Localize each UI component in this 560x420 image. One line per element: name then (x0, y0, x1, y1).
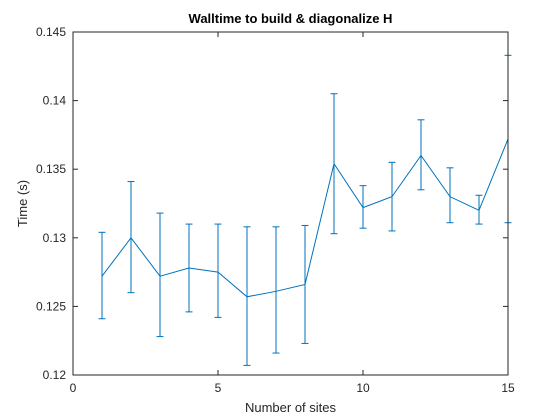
y-axis-label: Time (s) (15, 180, 30, 227)
y-tick-label: 0.13 (43, 231, 67, 245)
y-tick-label: 0.145 (36, 25, 66, 39)
chart-title: Walltime to build & diagonalize H (189, 11, 393, 26)
y-tick-label: 0.12 (43, 368, 67, 382)
error-bar (243, 226, 251, 366)
error-bar (156, 212, 164, 338)
error-bar (272, 226, 280, 354)
series-line (101, 138, 509, 298)
axis-ticks: 0 5 10 15 0.12 0.125 0.13 0.135 0.14 0.145 (36, 25, 515, 395)
error-bar (214, 223, 222, 318)
error-bar (446, 167, 454, 224)
x-tick-label: 15 (501, 381, 515, 395)
x-tick-label: 10 (356, 381, 370, 395)
x-tick-label: 0 (70, 381, 77, 395)
plot-area-box (72, 31, 509, 376)
error-bars (98, 54, 512, 366)
y-tick-label: 0.135 (36, 162, 66, 176)
y-tick-label: 0.125 (36, 299, 66, 313)
y-tick-label: 0.14 (43, 94, 67, 108)
x-axis-label: Number of sites (245, 400, 337, 415)
series-lines (101, 138, 509, 298)
x-tick-label: 5 (215, 381, 222, 395)
